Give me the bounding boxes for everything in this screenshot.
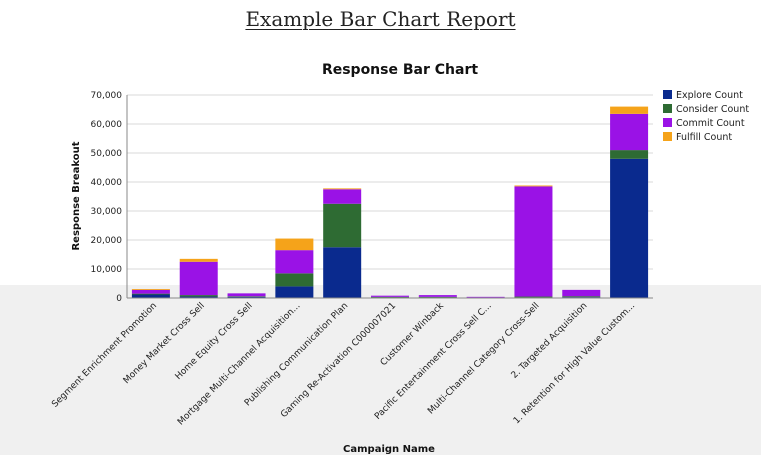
axes xyxy=(126,95,653,299)
background-band xyxy=(0,285,761,455)
bar-segment-commit-count xyxy=(418,295,457,297)
bar-segment-consider-count xyxy=(275,273,314,287)
bar-segment-commit-count xyxy=(275,250,314,274)
y-tick-label: 20,000 xyxy=(91,236,123,246)
y-tick-label: 40,000 xyxy=(91,178,123,188)
y-tick-label: 50,000 xyxy=(91,149,123,159)
bar-segment-commit-count xyxy=(179,261,218,296)
bar-segment-explore-count xyxy=(323,247,362,298)
bar-segment-explore-count xyxy=(227,296,266,298)
bar-segment-consider-count xyxy=(371,296,409,298)
bar-segment-commit-count xyxy=(371,295,409,297)
bar-segment-commit-count xyxy=(323,189,362,204)
legend-label: Commit Count xyxy=(676,118,745,129)
legend-swatch xyxy=(663,90,672,99)
bar-segment-fulfill-count xyxy=(179,258,218,262)
y-tick-label: 30,000 xyxy=(91,207,123,217)
legend-label: Consider Count xyxy=(676,104,749,115)
bar-segment-commit-count xyxy=(514,186,553,297)
bar-segment-commit-count xyxy=(131,289,170,294)
legend-label: Fulfill Count xyxy=(676,132,732,143)
bar-segment-consider-count xyxy=(323,203,362,248)
bar-segment-fulfill-count xyxy=(275,238,314,251)
bar-segment-consider-count xyxy=(131,293,170,295)
y-tick-label: 60,000 xyxy=(91,120,123,130)
bar-segment-commit-count xyxy=(227,293,266,297)
legend: Explore Count Consider Count Commit Count F… xyxy=(663,90,749,143)
x-axis-label: Campaign Name xyxy=(343,444,435,455)
x-category-label: Money Market Cross Sell xyxy=(122,301,207,386)
bar-segment-consider-count xyxy=(562,296,601,298)
y-axis-ticks: 0 10,000 20,000 30,000 40,000 50,000 60,000 70,… xyxy=(91,91,123,304)
bar-segment-consider-count xyxy=(418,296,457,298)
y-axis-label: Response Breakout xyxy=(71,141,82,250)
bar-segment-explore-count xyxy=(131,294,170,298)
bar-segment-consider-count xyxy=(179,295,218,297)
bar-segment-commit-count xyxy=(466,296,505,298)
legend-label: Explore Count xyxy=(676,90,743,101)
bar-segment-explore-count xyxy=(275,286,314,298)
legend-swatch xyxy=(663,104,672,113)
chart-title: Response Bar Chart xyxy=(322,62,478,78)
bar-segment-explore-count xyxy=(610,158,649,298)
bar-segment-consider-count xyxy=(514,296,553,298)
bar-segment-fulfill-count xyxy=(610,106,649,114)
x-category-label: Publishing Communication Plan xyxy=(243,301,350,408)
bar-segment-commit-count xyxy=(610,113,649,151)
bar-segment-fulfill-count xyxy=(323,188,362,190)
report-title: Example Bar Chart Report xyxy=(245,7,516,31)
y-tick-label: 0 xyxy=(116,294,122,304)
x-category-label: Home Equity Cross Sell xyxy=(174,301,255,382)
y-tick-label: 70,000 xyxy=(91,91,123,101)
bar-segment-explore-count xyxy=(179,296,218,298)
bar-segment-fulfill-count xyxy=(131,289,170,290)
bar-segment-commit-count xyxy=(562,289,601,297)
y-tick-label: 10,000 xyxy=(91,265,123,275)
legend-swatch xyxy=(663,132,672,141)
bar-segment-fulfill-count xyxy=(514,185,553,187)
bar-segment-consider-count xyxy=(227,296,266,297)
bar-segment-consider-count xyxy=(610,150,649,159)
gridlines xyxy=(127,94,653,270)
x-category-label: Segment Enrichment Promotion xyxy=(50,301,159,410)
legend-swatch xyxy=(663,118,672,127)
bars xyxy=(131,106,649,298)
